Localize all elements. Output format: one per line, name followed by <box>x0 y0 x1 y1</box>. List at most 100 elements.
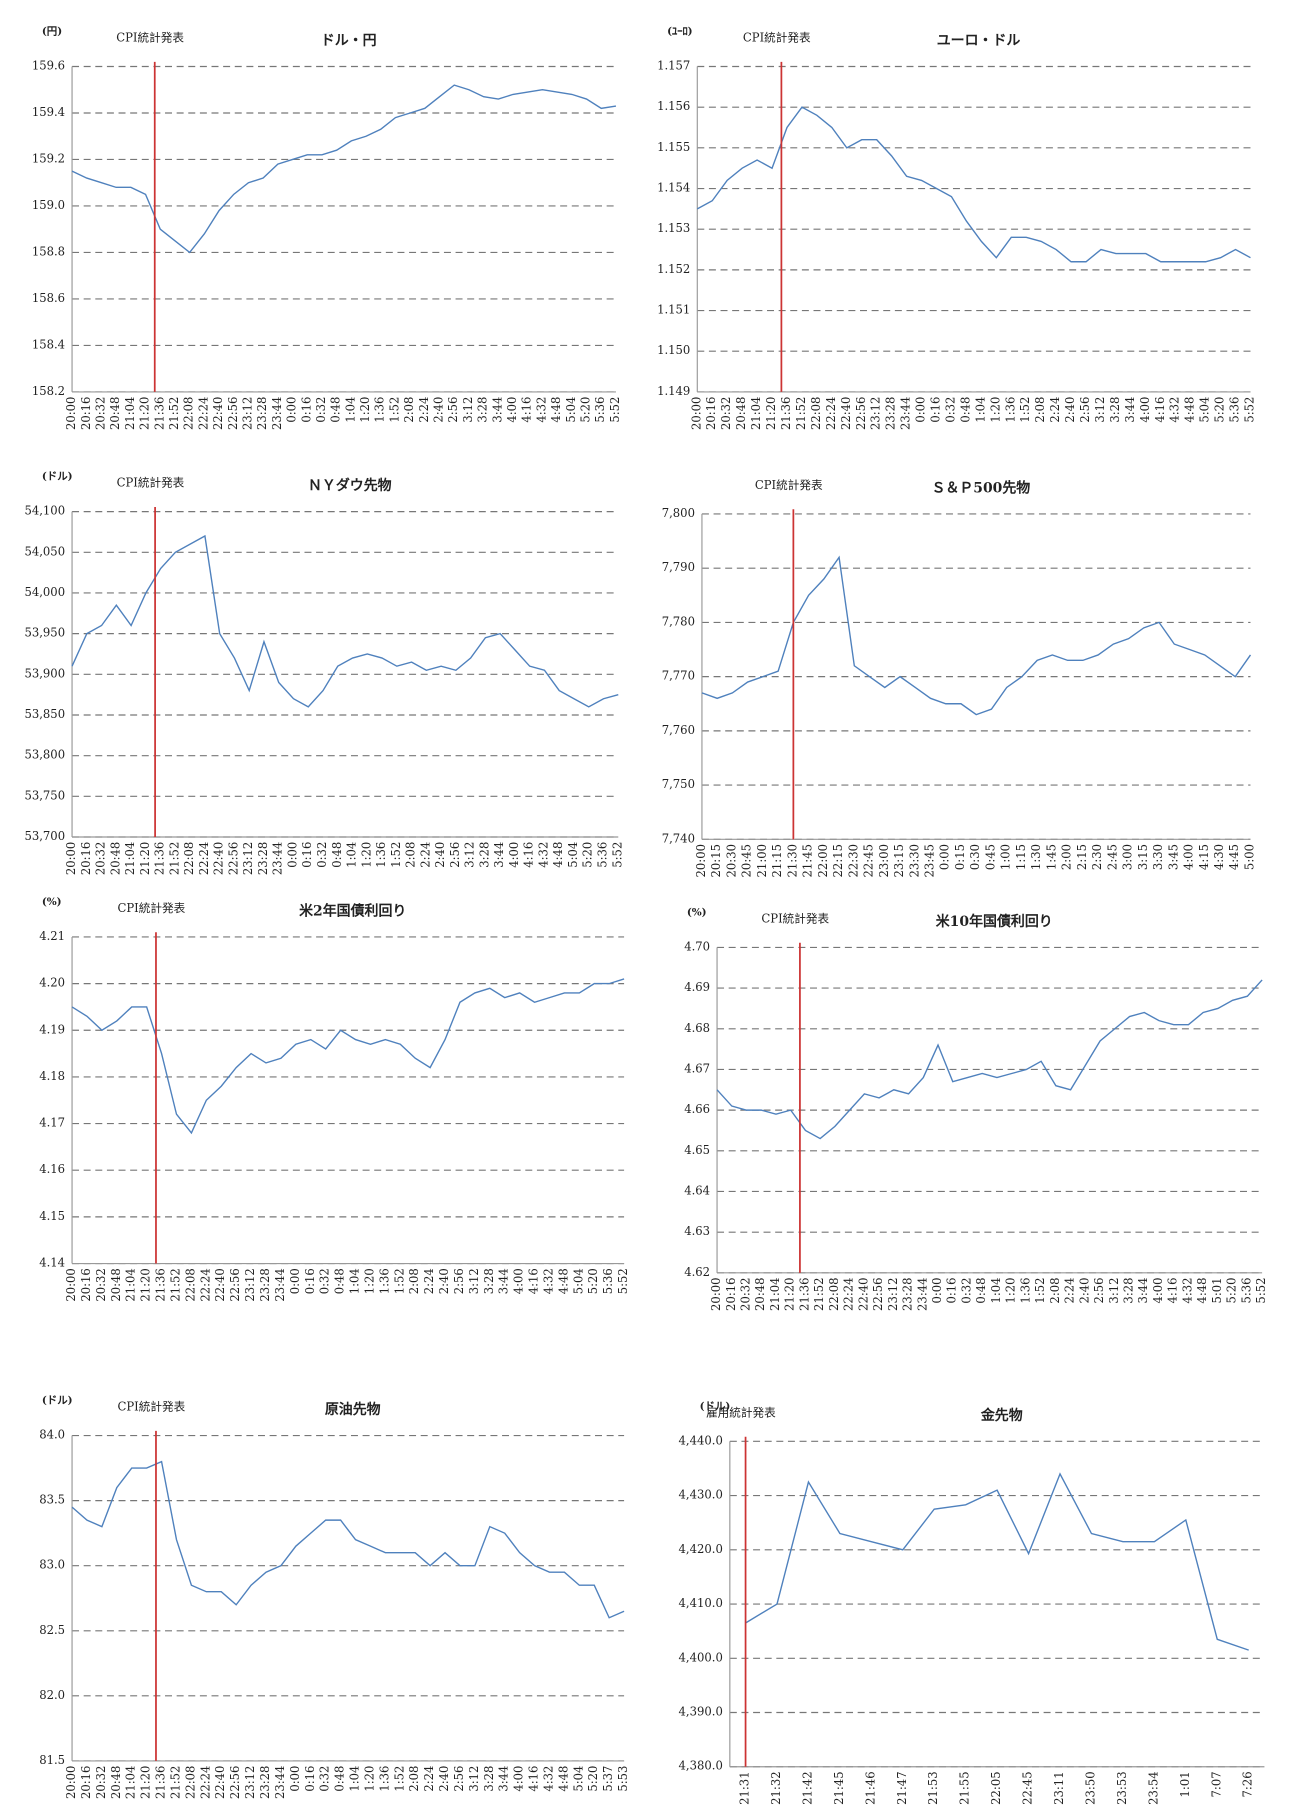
x-tick-label: 0:16 <box>299 397 313 423</box>
y-tick-label: 7,800 <box>662 506 695 520</box>
x-tick-label: 2:56 <box>448 842 462 868</box>
x-tick-label: 20:30 <box>724 844 738 877</box>
y-unit: (ドル) <box>42 1395 73 1407</box>
x-tick-label: 2:40 <box>432 397 446 423</box>
x-tick-label: 1:52 <box>392 1268 406 1294</box>
x-tick-label: 20:00 <box>64 397 78 430</box>
x-tick-label: 5:53 <box>616 1766 630 1792</box>
x-tick-label: 20:48 <box>734 397 748 430</box>
x-tick-label: 21:04 <box>749 397 763 430</box>
x-tick-label: 20:48 <box>108 842 122 875</box>
y-tick-label: 159.2 <box>32 151 65 165</box>
x-tick-label: 4:48 <box>551 842 565 868</box>
x-tick-label: 1:00 <box>999 844 1013 870</box>
y-tick-label: 53,750 <box>24 788 65 802</box>
x-tick-label: 4:16 <box>527 1268 541 1294</box>
x-tick-label: 5:36 <box>601 1268 615 1294</box>
y-tick-label: 4,400.0 <box>679 1650 723 1664</box>
x-tick-label: 7:07 <box>1209 1771 1223 1797</box>
x-tick-label: 0:00 <box>930 1277 944 1303</box>
x-tick-label: 20:32 <box>94 842 108 875</box>
y-tick-label: 4.70 <box>684 939 710 953</box>
x-tick-label: 5:04 <box>571 1766 585 1792</box>
x-tick-label: 3:44 <box>1123 397 1137 423</box>
x-tick-label: 22:30 <box>846 844 860 877</box>
x-tick-label: 4:30 <box>1212 844 1226 870</box>
x-tick-label: 22:56 <box>226 842 240 875</box>
y-tick-label: 53,850 <box>24 707 65 721</box>
x-tick-label: 2:56 <box>1092 1277 1106 1303</box>
x-tick-label: 1:52 <box>387 397 401 423</box>
y-tick-label: 4.66 <box>684 1102 710 1116</box>
x-tick-label: 22:00 <box>816 844 830 877</box>
x-tick-label: 2:08 <box>407 1766 421 1792</box>
x-tick-label: 5:04 <box>564 397 578 423</box>
x-tick-label: 3:12 <box>467 1766 481 1792</box>
x-tick-label: 23:11 <box>1052 1771 1066 1804</box>
y-tick-label: 54,000 <box>24 585 65 599</box>
x-tick-label: 22:08 <box>809 397 823 430</box>
x-tick-label: 4:32 <box>1168 397 1182 423</box>
y-tick-label: 4.18 <box>39 1069 65 1083</box>
x-tick-label: 0:16 <box>929 397 943 423</box>
x-tick-label: 23:12 <box>886 1277 900 1310</box>
chart-title: Ｓ＆Ｐ500先物 <box>931 479 1030 496</box>
x-tick-label: 2:15 <box>1075 844 1089 870</box>
x-tick-label: 21:52 <box>168 1766 182 1799</box>
x-tick-label: 0:30 <box>968 844 982 870</box>
x-tick-label: 21:52 <box>168 1268 182 1301</box>
x-tick-label: 20:48 <box>108 397 122 430</box>
x-tick-label: 23:28 <box>256 842 270 875</box>
chart-title: ドル・円 <box>321 33 377 49</box>
x-tick-label: 21:04 <box>768 1277 782 1310</box>
x-tick-label: 2:56 <box>1078 397 1092 423</box>
x-tick-label: 21:04 <box>124 1766 138 1799</box>
y-tick-label: 7,790 <box>662 560 695 574</box>
y-tick-label: 1.155 <box>657 140 690 154</box>
x-tick-label: 22:24 <box>196 397 210 430</box>
y-tick-label: 53,900 <box>24 666 65 680</box>
x-tick-label: 1:04 <box>345 842 359 868</box>
x-tick-label: 5:36 <box>593 397 607 423</box>
x-tick-label: 1:20 <box>362 1766 376 1792</box>
x-tick-label: 5:00 <box>1242 844 1256 870</box>
x-tick-label: 0:16 <box>303 1268 317 1294</box>
y-tick-label: 4.21 <box>39 929 65 943</box>
x-tick-label: 2:00 <box>1060 844 1074 870</box>
x-tick-label: 2:24 <box>417 397 431 423</box>
x-tick-label: 23:15 <box>892 844 906 877</box>
x-tick-label: 23:30 <box>907 844 921 877</box>
x-tick-label: 2:56 <box>452 1268 466 1294</box>
x-tick-label: 3:44 <box>497 1268 511 1294</box>
event-label: CPI統計発表 <box>761 912 829 926</box>
x-tick-label: 0:48 <box>958 397 972 423</box>
y-tick-label: 53,700 <box>24 829 65 843</box>
x-tick-label: 1:52 <box>1018 397 1032 423</box>
y-tick-label: 4.68 <box>684 1021 710 1035</box>
y-tick-label: 1.152 <box>657 262 690 276</box>
x-tick-label: 4:32 <box>536 842 550 868</box>
y-tick-label: 1.151 <box>657 303 690 317</box>
y-tick-label: 54,050 <box>24 544 65 558</box>
chart-title: 米10年国債利回り <box>936 913 1053 930</box>
x-tick-label: 0:48 <box>330 842 344 868</box>
x-tick-label: 23:44 <box>273 1268 287 1301</box>
y-tick-label: 4.65 <box>684 1143 710 1157</box>
x-tick-label: 21:04 <box>123 842 137 875</box>
x-tick-label: 21:15 <box>770 844 784 877</box>
x-tick-label: 20:32 <box>739 1277 753 1310</box>
x-tick-label: 20:16 <box>79 1766 93 1799</box>
x-tick-label: 3:12 <box>467 1268 481 1294</box>
x-tick-label: 4:00 <box>512 1268 526 1294</box>
x-tick-label: 23:45 <box>923 844 937 877</box>
x-tick-label: 0:00 <box>288 1268 302 1294</box>
x-tick-label: 2:08 <box>402 397 416 423</box>
x-tick-label: 20:16 <box>79 842 93 875</box>
x-tick-label: 22:40 <box>213 1268 227 1301</box>
x-tick-label: 5:36 <box>1228 397 1242 423</box>
x-tick-label: 5:04 <box>566 842 580 868</box>
x-tick-label: 4:48 <box>1183 397 1197 423</box>
x-tick-label: 0:32 <box>943 397 957 423</box>
x-tick-label: 23:00 <box>877 844 891 877</box>
